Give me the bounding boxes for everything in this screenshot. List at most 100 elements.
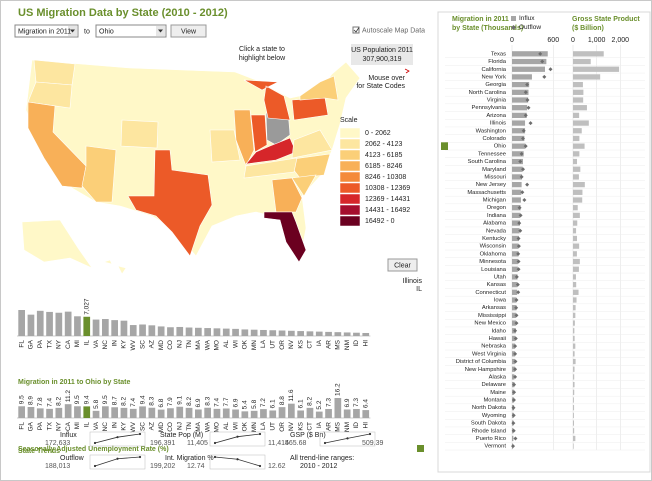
select-arrow[interactable] <box>70 29 75 33</box>
outflow-dot <box>513 351 518 356</box>
outflow-dot <box>521 167 525 172</box>
state-illinois[interactable] <box>233 109 255 167</box>
select-box[interactable] <box>14 24 79 38</box>
gsp-bar <box>573 266 579 272</box>
state-tennessee[interactable] <box>243 157 298 179</box>
state-hawaii[interactable] <box>102 259 127 275</box>
x-tick-label: MS <box>335 339 342 349</box>
select-text[interactable]: Ohio <box>99 28 114 35</box>
gsp-bar <box>573 328 575 334</box>
measure-select[interactable]: Migration in 2011 <box>14 24 79 38</box>
bar <box>297 410 304 418</box>
bar <box>204 407 211 418</box>
influx-bar <box>512 158 523 165</box>
bar <box>195 327 202 336</box>
outflow-dot <box>538 51 543 56</box>
gsp-bar <box>573 374 575 380</box>
gsp-bar <box>573 435 576 442</box>
state-south-carolina[interactable] <box>291 174 317 197</box>
state-select[interactable]: Ohio <box>95 24 167 38</box>
state-virginia[interactable] <box>291 129 333 159</box>
state-colorado[interactable] <box>120 119 159 149</box>
outflow-dot <box>514 274 519 279</box>
state-michigan[interactable] <box>243 79 291 121</box>
state-washington[interactable] <box>33 59 76 86</box>
category-label: Pennsylvania <box>472 105 507 111</box>
state-alaska[interactable] <box>21 219 93 269</box>
category-label: Delaware <box>482 382 507 388</box>
x-tick-label: NC <box>102 422 109 432</box>
gsp-bar <box>573 212 580 219</box>
influx-bar <box>512 74 532 80</box>
gsp-bar <box>573 397 574 403</box>
state-new-york[interactable] <box>299 75 339 101</box>
state-kentucky[interactable] <box>245 137 297 165</box>
x-tick-label: 1,000 <box>588 37 606 44</box>
value-label: 8.2 <box>307 396 314 405</box>
value-label: 6.1 <box>269 399 276 408</box>
category-label: Ohio <box>494 144 506 150</box>
category-label: Nebraska <box>481 344 507 350</box>
bar <box>27 407 35 418</box>
gsp-bar <box>573 51 604 57</box>
gsp-bar <box>573 197 583 203</box>
x-tick-label: UT <box>269 422 276 431</box>
clear-button-label[interactable]: Clear <box>394 262 411 269</box>
state-florida[interactable] <box>263 211 307 263</box>
bar <box>269 410 277 418</box>
state-california[interactable] <box>27 101 87 189</box>
trend-label: Influx <box>60 432 77 439</box>
x-tick-label: HI <box>362 422 369 429</box>
category-label: Kentucky <box>482 236 506 242</box>
category-label: Nevada <box>486 228 507 234</box>
category-label: District of Columbia <box>456 359 507 365</box>
us-map[interactable] <box>21 59 361 275</box>
gsp-bar <box>573 428 575 434</box>
bar <box>195 409 202 418</box>
value-label: 9.5 <box>74 395 81 404</box>
select-text[interactable]: Migration in 2011 <box>18 28 71 35</box>
state-indiana[interactable] <box>250 114 268 153</box>
x-tick-label: OR <box>279 340 286 350</box>
value-label: 5.8 <box>251 399 258 408</box>
state-texas[interactable] <box>127 149 213 257</box>
value-label: 7.4 <box>214 397 221 406</box>
mouse-over-hint: Mouse over <box>368 75 405 82</box>
value-label: 8.2 <box>186 396 193 405</box>
category-label: New Hampshire <box>465 367 506 373</box>
value-label: 7.7 <box>223 397 230 406</box>
sparkline-point <box>236 435 239 438</box>
bar <box>232 328 239 336</box>
category-label: Minnesota <box>479 259 507 265</box>
bar <box>325 408 332 418</box>
bar <box>306 331 314 336</box>
autoscale-label[interactable]: Autoscale Map Data <box>362 27 425 34</box>
category-label: Colorado <box>482 136 506 142</box>
clear-button[interactable] <box>387 258 418 272</box>
category-label: Illinois <box>490 121 506 127</box>
autoscale-checkbox[interactable] <box>352 26 360 34</box>
bar <box>269 330 277 336</box>
select-arrow[interactable] <box>158 29 163 33</box>
state-missouri[interactable] <box>209 129 241 163</box>
x-tick-label: AZ <box>149 422 156 430</box>
bar <box>55 312 63 336</box>
state-oregon[interactable] <box>27 81 73 109</box>
x-tick-label: MA <box>195 339 202 349</box>
value-label: 6.4 <box>362 399 369 408</box>
sparkline-box <box>89 431 146 447</box>
view-button-label[interactable]: View <box>181 28 197 35</box>
x-tick-label: MA <box>195 421 202 431</box>
view-button[interactable] <box>170 24 207 38</box>
state-georgia[interactable] <box>271 177 303 213</box>
x-tick-label: OR <box>279 422 286 432</box>
select-box[interactable] <box>95 24 167 38</box>
scale-label: 16492 - 0 <box>365 218 395 225</box>
x-tick-label: WA <box>204 421 211 432</box>
chart-title: by State (Thousands) <box>452 25 523 32</box>
x-tick-label: WI <box>232 340 239 348</box>
state-arizona[interactable] <box>81 145 117 203</box>
state-north-carolina[interactable] <box>285 153 331 179</box>
category-label: Kansas <box>487 282 506 288</box>
x-tick-label: WI <box>232 422 239 430</box>
